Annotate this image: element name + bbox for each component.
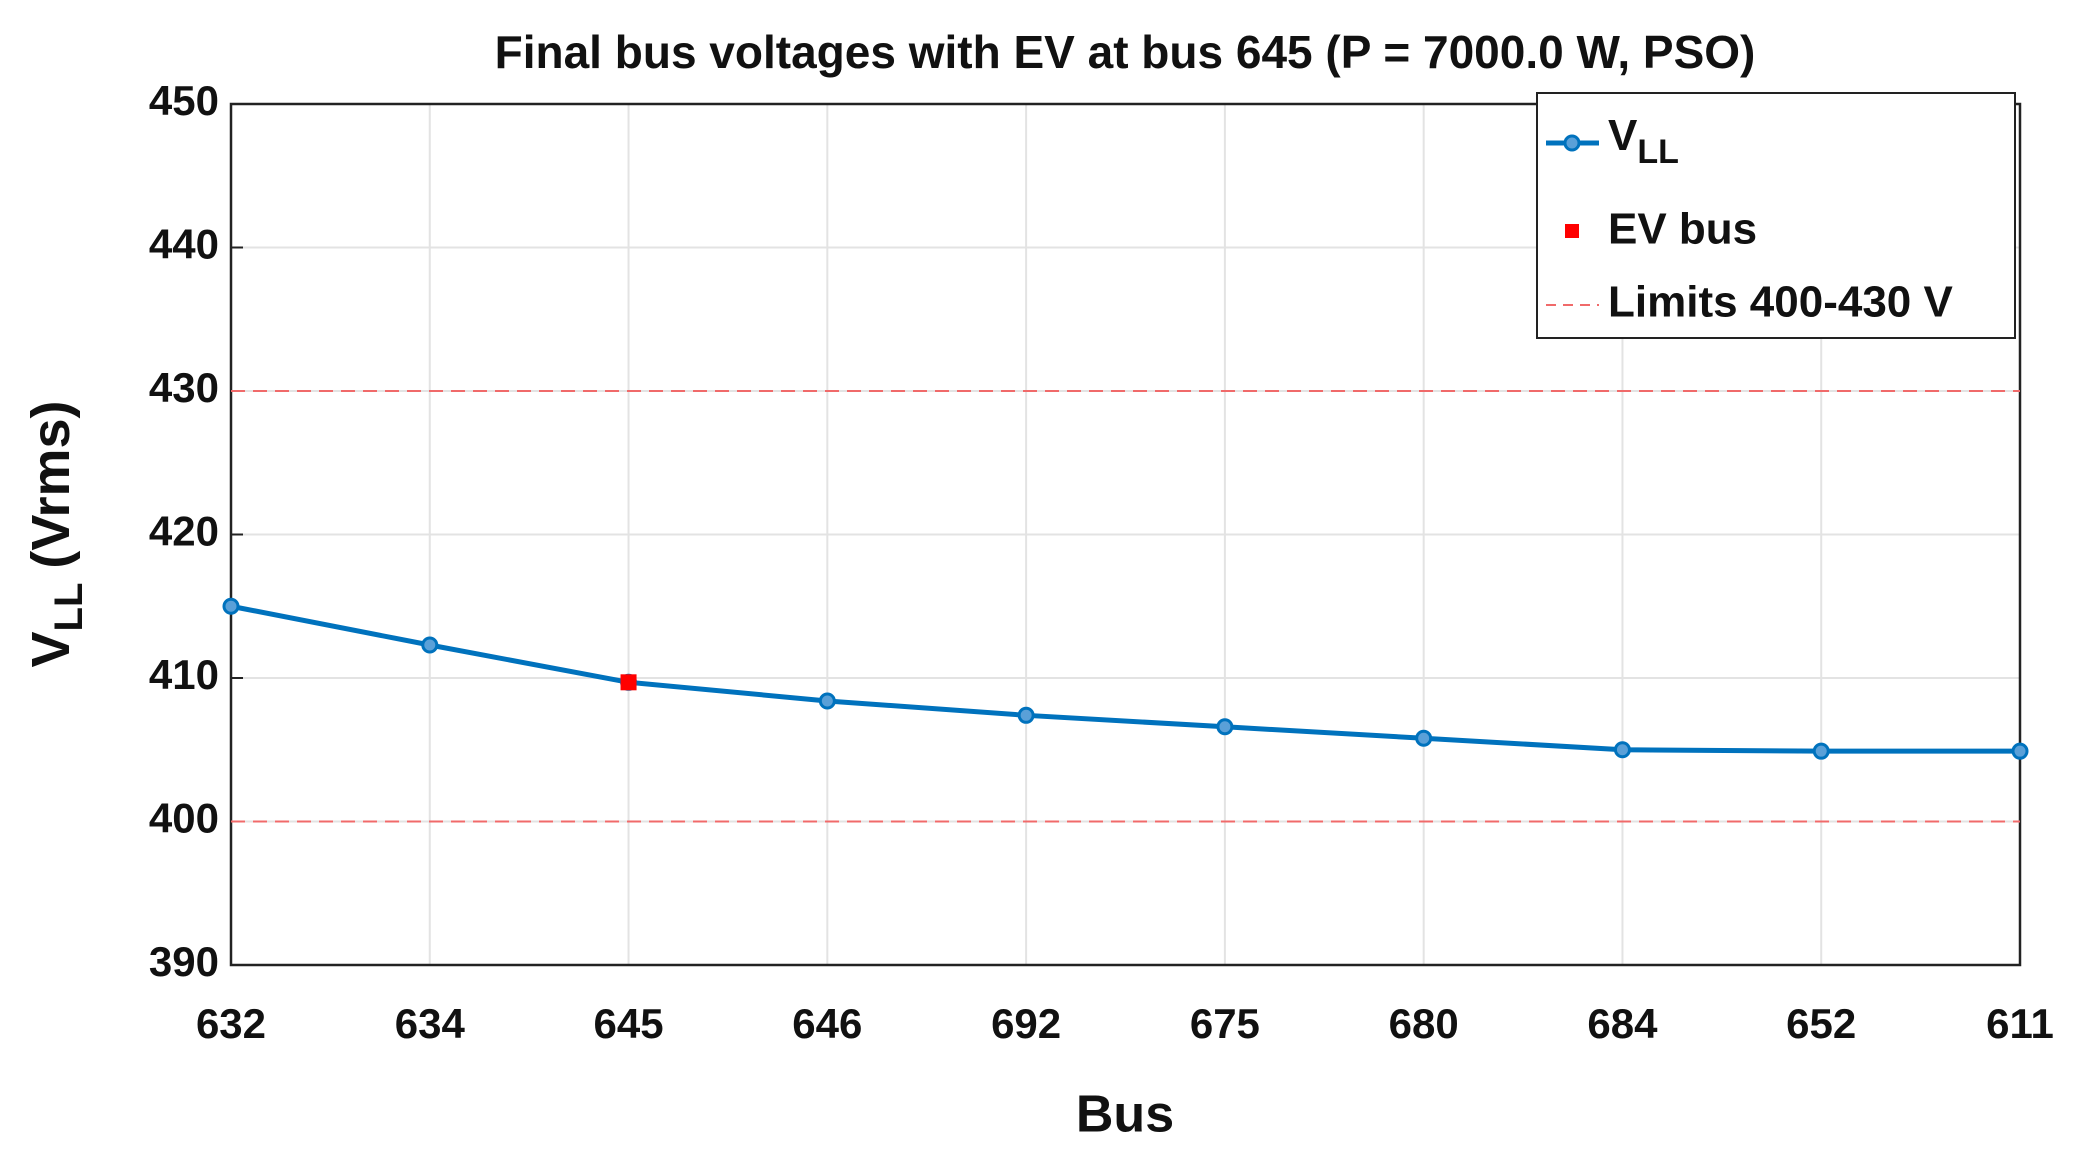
legend-label: Limits 400-430 V [1608,278,1953,327]
y-tick-label: 420 [149,508,219,555]
plot-frame [229,102,2022,967]
x-tick-label: 645 [594,1000,664,1047]
data-line [230,603,2020,754]
legend-point [1563,134,1581,152]
legend-label-main: V [1608,111,1638,160]
data-point [421,636,439,654]
y-label-unit: (Vrms) [21,401,81,569]
y-tick-label: 450 [149,77,219,124]
data-point [1017,706,1035,724]
x-tick-label: 680 [1389,1000,1459,1047]
x-tick-label: 675 [1190,1000,1260,1047]
x-tick-label: 692 [991,1000,1061,1047]
ev-marker [620,674,637,691]
y-label-sub: LL [47,583,91,632]
x-tick-label: 632 [196,1000,266,1047]
x-tick-label: 611 [1986,1000,2054,1047]
x-tick-label: 652 [1786,1000,1856,1047]
y-tick-label: 390 [149,938,219,985]
data-point [222,597,240,615]
y-tick-label: 400 [149,795,219,842]
data-point [1216,718,1234,736]
y-tick-label: 440 [149,221,219,268]
data-point [2011,742,2029,760]
data-point [1613,741,1631,759]
x-tick-label: 634 [395,1000,466,1047]
legend-label: VLL [1608,111,1679,171]
x-axis-label: Bus [1076,1086,1174,1144]
legend-box [1536,92,2016,339]
chart-title: Final bus voltages with EV at bus 645 (P… [495,26,1756,78]
y-label-main: V [21,631,81,667]
data-point [1415,729,1433,747]
legend-label: EV bus [1608,205,1757,254]
x-tick-label: 646 [792,1000,862,1047]
x-tick-label: 684 [1587,1000,1658,1047]
y-tick-label: 430 [149,364,219,411]
data-point [1812,742,1830,760]
legend-square [1565,224,1579,238]
data-point [818,692,836,710]
y-axis-label: VLL (Vrms) [21,401,90,668]
y-tick-label: 410 [149,651,219,698]
legend-label-sub: LL [1637,133,1679,171]
